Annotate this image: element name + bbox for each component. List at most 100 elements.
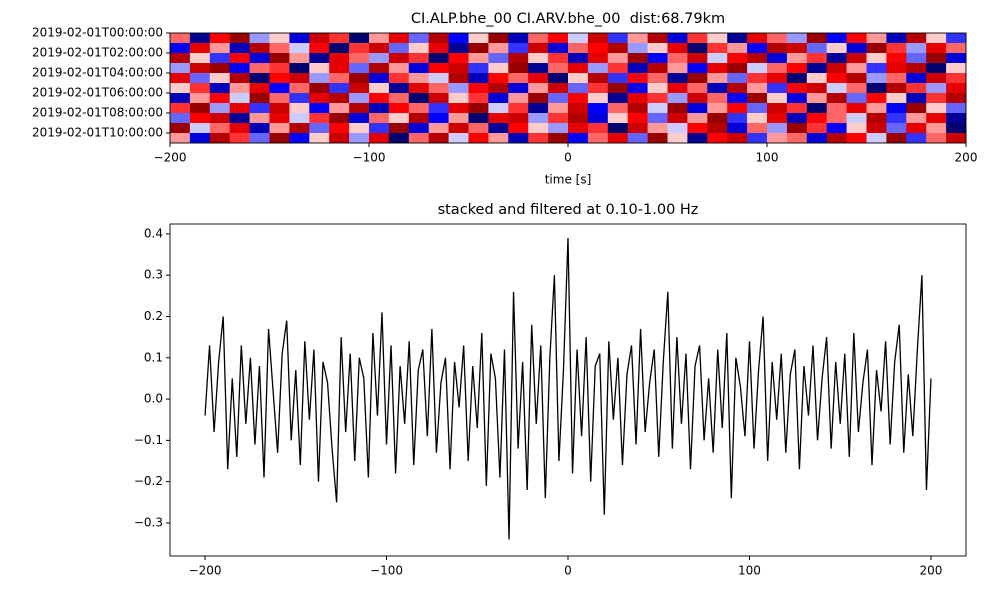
heatmap-cell — [289, 113, 310, 124]
heatmap-cell — [667, 93, 688, 104]
heatmap-cell — [568, 113, 589, 124]
heatmap-cell — [747, 123, 768, 134]
heatmap-cell — [170, 123, 191, 134]
heatmap-cell — [289, 133, 310, 144]
heatmap-cell — [448, 33, 469, 44]
heatmap-cell — [249, 33, 270, 44]
heatmap-cell — [906, 103, 927, 114]
heatmap-cell — [408, 43, 429, 54]
heatmap-cell — [747, 103, 768, 114]
heatmap-cell — [846, 53, 867, 64]
heatmap-cell — [488, 93, 509, 104]
heatmap-cell — [926, 113, 947, 124]
heatmap-cell — [587, 93, 609, 104]
heatmap-cell — [349, 33, 370, 44]
heatmap-cell — [528, 83, 549, 94]
heatmap-cell — [667, 73, 688, 84]
heatmap-cell — [229, 133, 250, 144]
heatmap-cell — [667, 113, 688, 124]
heatmap-cell — [747, 93, 768, 104]
heatmap-cell — [727, 113, 748, 124]
heatmap-cell — [667, 103, 688, 114]
heatmap-cell — [747, 83, 768, 94]
heatmap-cell — [767, 53, 788, 64]
x-tick-label: −100 — [370, 564, 403, 578]
heatmap-cell — [647, 133, 668, 144]
heatmap-cell — [349, 43, 370, 54]
heatmap-cell — [189, 33, 211, 44]
line — [204, 238, 932, 540]
y-tick-label: 2019-02-01T08:00:00 — [32, 106, 163, 120]
heatmap-cell — [946, 83, 967, 94]
heatmap-cell — [289, 33, 310, 44]
heatmap-cell — [369, 43, 390, 54]
heatmap-cell — [369, 33, 390, 44]
heatmap-cell — [926, 83, 947, 94]
heatmap-cell — [946, 103, 967, 114]
chart-title: CI.ALP.bhe_00 CI.ARV.bhe_00 dist:68.79km — [411, 11, 725, 27]
heatmap-cell — [806, 93, 827, 104]
x-tick-label: 200 — [955, 151, 978, 165]
heatmap-cell — [568, 103, 589, 114]
heatmap-cell — [408, 93, 429, 104]
heatmap-cell — [508, 123, 529, 134]
heatmap-cell — [906, 43, 927, 54]
heatmap-cell — [229, 73, 250, 84]
heatmap-cell — [886, 123, 907, 134]
heatmap-cell — [926, 33, 947, 44]
heatmap-cell — [627, 83, 648, 94]
heatmap-cell — [647, 103, 668, 114]
heatmap-cell — [707, 63, 728, 74]
heatmap-cell — [687, 93, 708, 104]
heatmap-cell — [309, 133, 330, 144]
heatmap-cell — [568, 33, 589, 44]
heatmap-cell — [170, 43, 191, 54]
heatmap-cell — [428, 93, 449, 104]
heatmap-cell — [786, 73, 808, 84]
heatmap-cell — [388, 53, 410, 64]
heatmap-cell — [667, 53, 688, 64]
heatmap-cell — [189, 63, 211, 74]
heatmap-cell — [826, 113, 847, 124]
heatmap-cell — [607, 73, 628, 84]
heatmap-cell — [249, 93, 270, 104]
heatmap-cell — [946, 33, 967, 44]
heatmap-cell — [408, 123, 429, 134]
heatmap-cell — [866, 103, 887, 114]
heatmap-cell — [568, 73, 589, 84]
heatmap-cell — [587, 53, 609, 64]
heatmap-cell — [428, 53, 449, 64]
heatmap-cell — [349, 123, 370, 134]
heatmap-cell — [428, 43, 449, 54]
heatmap-cell — [548, 83, 569, 94]
heatmap-cell — [647, 53, 668, 64]
heatmap-cell — [707, 93, 728, 104]
heatmap-cell — [587, 33, 609, 44]
heatmap-cell — [170, 83, 191, 94]
heatmap-cell — [369, 103, 390, 114]
heatmap-cell — [189, 123, 211, 134]
heatmap-cell — [926, 93, 947, 104]
heatmap-cell — [349, 133, 370, 144]
heatmap-cell — [747, 73, 768, 84]
heatmap-cell — [448, 83, 469, 94]
heatmap-cell — [289, 43, 310, 54]
heatmap-cell — [209, 53, 230, 64]
heatmap-cell — [488, 53, 509, 64]
heatmap-cell — [906, 113, 927, 124]
heatmap-cell — [767, 63, 788, 74]
heatmap-cell — [767, 103, 788, 114]
heatmap-cell — [727, 73, 748, 84]
heatmap-cell — [826, 123, 847, 134]
heatmap-cell — [647, 93, 668, 104]
heatmap-cell — [170, 103, 191, 114]
heatmap-cell — [269, 43, 290, 54]
heatmap-cell — [408, 63, 429, 74]
heatmap-cell — [309, 93, 330, 104]
heatmap-cell — [767, 113, 788, 124]
heatmap-cell — [508, 103, 529, 114]
heatmap-cell — [786, 103, 808, 114]
heatmap-cell — [229, 43, 250, 54]
heatmap-cell — [508, 53, 529, 64]
